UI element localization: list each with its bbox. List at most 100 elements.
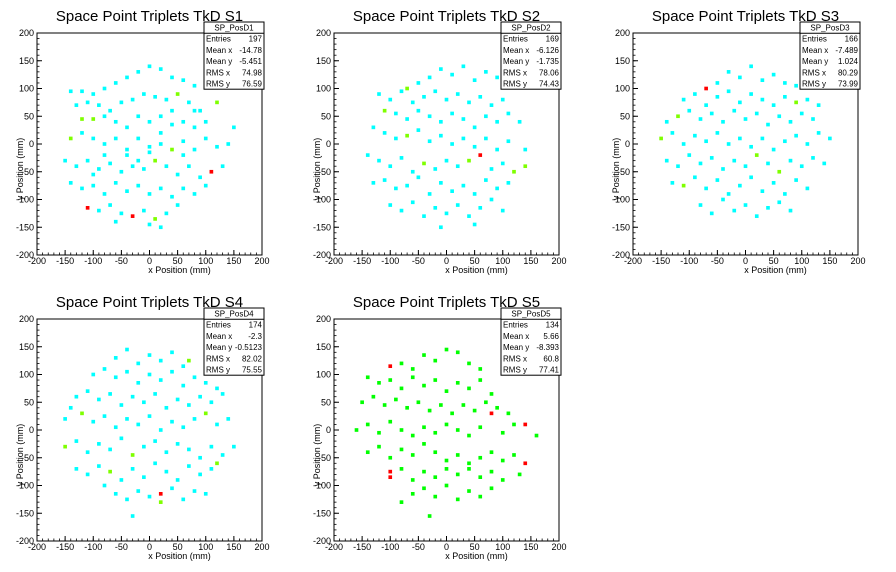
stats-label: Mean y [802, 57, 828, 66]
panel-title: Space Point Triplets TkD S4 [56, 294, 243, 311]
histogram-bin [433, 378, 438, 382]
histogram-bin [388, 419, 393, 424]
histogram-bin [80, 411, 84, 416]
stats-label: Mean x [503, 46, 529, 55]
histogram-bin [388, 203, 393, 207]
histogram-bin [478, 425, 483, 430]
histogram-bin [816, 103, 821, 107]
x-tick-label: 150 [226, 542, 241, 552]
histogram-bin [760, 136, 765, 141]
histogram-bin [467, 361, 471, 366]
y-tick-label: 150 [19, 342, 34, 352]
x-tick-label: 50 [173, 256, 183, 266]
stats-box: SP_PosD5 Entries 134 Mean x 5.66 Mean y -8.393… [500, 307, 562, 376]
histogram-bin [439, 403, 443, 407]
stats-label: Mean y [503, 57, 529, 66]
histogram-bin [226, 142, 231, 146]
histogram-bin [203, 411, 208, 416]
histogram-bin [495, 147, 499, 152]
histogram-bin [771, 147, 776, 152]
histogram-bin [478, 455, 483, 460]
histogram-bin [433, 450, 438, 455]
histogram-bin [181, 153, 186, 157]
histogram-bin [74, 439, 79, 443]
stats-value: 74.43 [539, 80, 560, 89]
histogram-bin [125, 369, 129, 374]
histogram-bin [433, 167, 438, 171]
histogram-bin [698, 161, 703, 166]
histogram-bin [136, 158, 141, 163]
histogram-bin [170, 419, 174, 424]
histogram-bin [467, 461, 471, 466]
histogram-bin [760, 78, 765, 83]
histogram-bin [664, 158, 669, 163]
histogram-bin [749, 92, 753, 96]
histogram-bin [517, 472, 522, 477]
histogram-bin [399, 447, 404, 452]
histogram-bin [377, 380, 381, 385]
histogram-bin [399, 208, 404, 213]
stats-value: 73.99 [838, 80, 859, 89]
histogram-bin [704, 139, 708, 144]
histogram-bin [97, 397, 101, 402]
histogram-bin [715, 131, 720, 135]
histogram-bin [181, 119, 186, 124]
histogram-bin [203, 119, 208, 124]
histogram-bin [478, 494, 483, 499]
histogram-bin [726, 70, 731, 74]
histogram-bin [500, 430, 505, 435]
histogram-bin [422, 214, 426, 218]
stats-label: Mean x [206, 332, 232, 341]
histogram-bin [136, 489, 141, 493]
y-tick-label: 0 [326, 425, 331, 435]
histogram-bin [119, 403, 124, 407]
histogram-bin [405, 183, 409, 188]
x-tick-label: -50 [412, 256, 425, 266]
histogram-bin [113, 181, 118, 185]
histogram-panel-2: Space Point Triplets TkD S2-200 -150 -100-… [312, 8, 567, 275]
histogram-bin [760, 189, 765, 194]
histogram-bin [738, 75, 742, 80]
histogram-bin [175, 478, 180, 482]
y-tick-label: 100 [316, 370, 331, 380]
y-tick-label: 150 [19, 56, 34, 66]
histogram-bin [489, 197, 494, 202]
histogram-bin [158, 186, 163, 191]
histogram-bin [461, 183, 466, 188]
histogram-bin [410, 375, 415, 380]
histogram-bin [142, 475, 146, 480]
histogram-bin [192, 125, 197, 130]
histogram-bin [136, 361, 141, 366]
histogram-bin [136, 114, 141, 119]
histogram-bin [489, 486, 494, 491]
histogram-bin [153, 461, 157, 466]
histogram-bin [427, 114, 432, 119]
histogram-bin [74, 467, 79, 471]
histogram-bin [698, 117, 703, 121]
histogram-bin [108, 161, 112, 166]
histogram-bin [721, 167, 725, 171]
histogram-bin [410, 169, 415, 174]
histogram-bin [170, 122, 174, 127]
y-tick-label: -150 [612, 222, 630, 232]
histogram-bin [209, 400, 214, 405]
y-axis-label: y Position (mm) [15, 138, 25, 201]
histogram-bin [444, 97, 449, 102]
histogram-bin [467, 158, 471, 163]
histogram-bin [433, 430, 438, 435]
histogram-bin [136, 70, 141, 74]
histogram-bin [749, 144, 753, 149]
x-axis-label: x Position (mm) [445, 551, 508, 561]
histogram-bin [108, 108, 112, 113]
stats-label: Mean y [206, 343, 232, 352]
histogram-bin [715, 94, 720, 99]
stats-value: 76.59 [242, 80, 263, 89]
y-tick-label: 100 [19, 84, 34, 94]
histogram-bin [512, 169, 516, 174]
histogram-bin [721, 197, 725, 202]
histogram-bin [388, 378, 393, 382]
histogram-bin [80, 131, 84, 135]
histogram-bin [80, 117, 84, 121]
histogram-bin [399, 500, 404, 504]
histogram-bin [439, 181, 443, 185]
